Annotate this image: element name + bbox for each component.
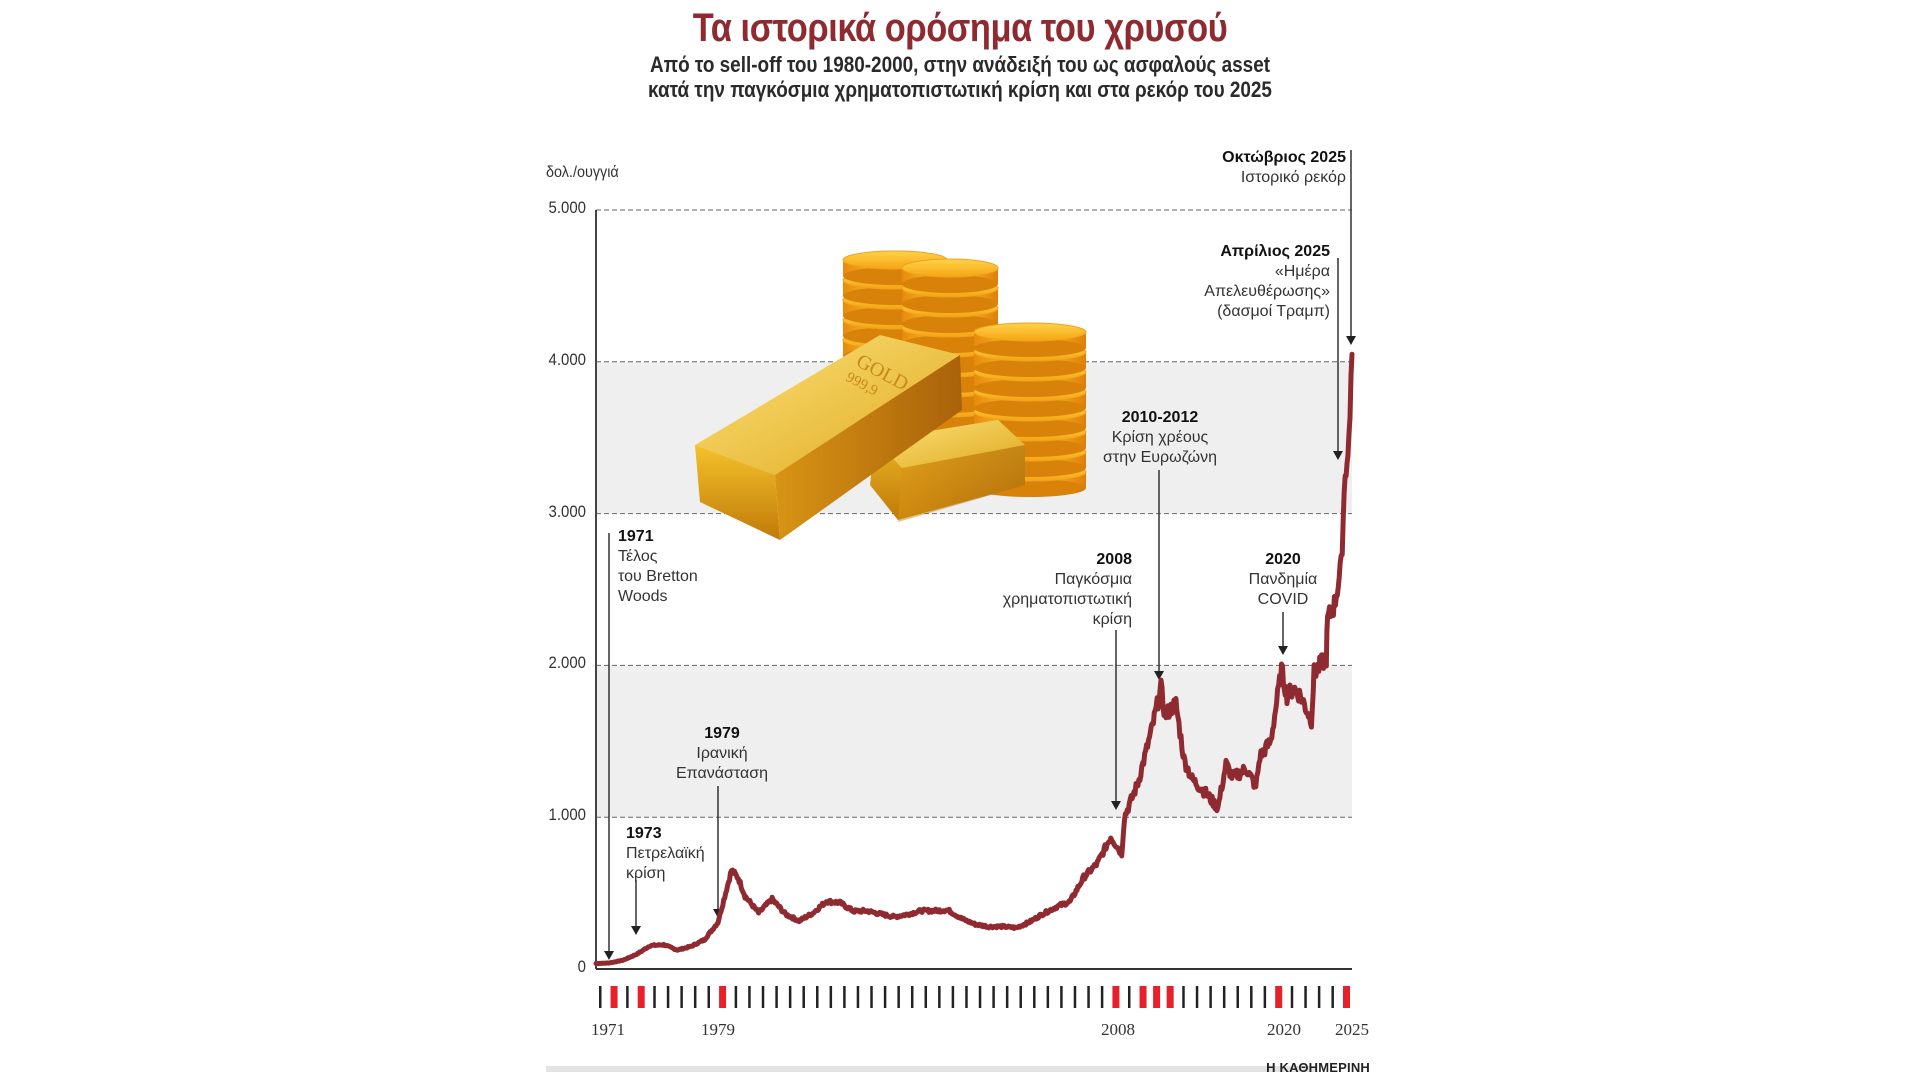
x-label-2025: 2025 (1335, 1020, 1369, 1039)
x-label-2008: 2008 (1101, 1020, 1135, 1039)
y-tick-label: 1.000 (548, 805, 586, 825)
annotation-2020: 2020 Πανδημία COVID (1248, 551, 1318, 608)
annotation-october-2025: Οκτώβριος 2025 Ιστορικό ρεκόρ (1222, 149, 1346, 186)
chart-title: Τα ιστορικά ορόσημα του χρυσού (692, 6, 1228, 50)
axes (595, 210, 1352, 970)
chart-subtitle-line-2: κατά την παγκόσμια χρηματοπιστωτική κρίσ… (648, 77, 1272, 102)
year-bars (599, 986, 1350, 1008)
annotation-2008: 2008 Παγκόσμια χρηματοπιστωτική κρίση (1002, 551, 1132, 628)
annotation-1973: 1973 Πετρελαϊκή κρίση (626, 825, 705, 882)
y-axis-unit-label: δολ./ουγγιά (546, 164, 619, 181)
source-brand: Η ΚΑΘΗΜΕΡΙΝΗ (1266, 1060, 1370, 1075)
annotation-1971: 1971 Τέλος του Bretton Woods (618, 528, 698, 605)
annotation-1979: 1979 Ιρανική Επανάσταση (676, 725, 768, 782)
y-tick-label: 4.000 (548, 349, 586, 369)
y-tick-label: 2.000 (548, 653, 586, 673)
x-label-1979: 1979 (701, 1020, 735, 1039)
gold-bars-and-coins-icon: GOLD 999,9 (695, 250, 1087, 540)
annotation-april-2025: Απρίλιος 2025 «Ημέρα Απελευθέρωσης» (δασ… (1204, 243, 1330, 320)
annotation-arrows (604, 150, 1356, 960)
x-label-1971: 1971 (591, 1020, 625, 1039)
y-tick-label: 0 (577, 957, 586, 976)
footer-divider (546, 1066, 1316, 1072)
annotation-2010-2012: 2010-2012 Κρίση χρέους στην Ευρωζώνη (1103, 409, 1217, 466)
price-line (593, 351, 1355, 967)
x-label-2020: 2020 (1267, 1020, 1301, 1039)
chart-subtitle-line-1: Από το sell-off του 1980-2000, στην ανάδ… (649, 52, 1271, 77)
y-tick-label: 5.000 (548, 198, 586, 217)
y-tick-label: 3.000 (548, 501, 586, 521)
